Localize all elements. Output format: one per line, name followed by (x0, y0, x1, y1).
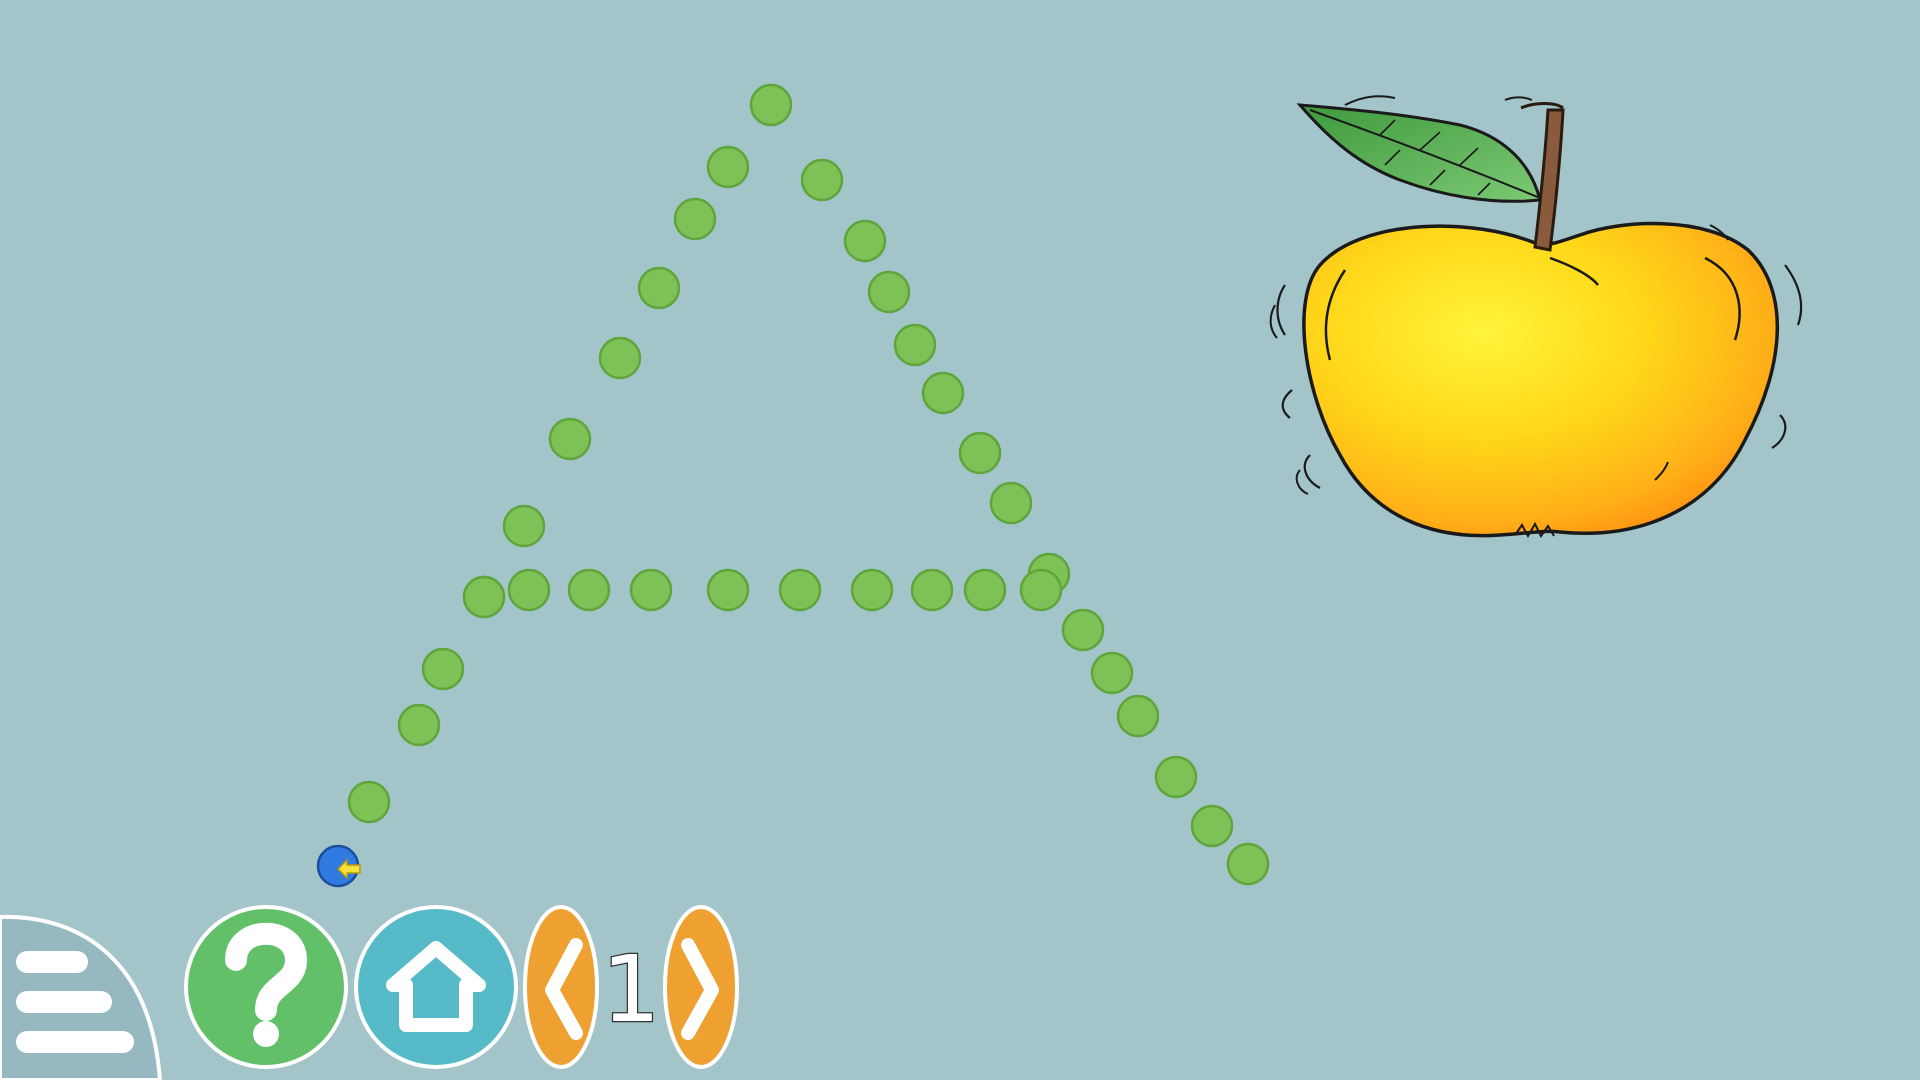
trace-dot[interactable] (502, 504, 546, 548)
trace-dot[interactable] (749, 83, 793, 127)
apple-icon (1269, 95, 1803, 539)
trace-dot[interactable] (629, 568, 673, 612)
trace-dot[interactable] (1116, 694, 1160, 738)
trace-dot[interactable] (867, 270, 911, 314)
trace-dot[interactable] (1226, 842, 1270, 886)
trace-dot[interactable] (778, 568, 822, 612)
trace-dot[interactable] (989, 481, 1033, 525)
trace-dot[interactable] (507, 568, 551, 612)
question-mark-icon (225, 922, 308, 1047)
next-button[interactable] (663, 905, 739, 1069)
trace-dot[interactable] (1154, 755, 1198, 799)
prev-button[interactable] (523, 905, 599, 1069)
help-button[interactable] (184, 905, 348, 1069)
trace-dot[interactable] (598, 336, 642, 380)
trace-dot[interactable] (1090, 651, 1134, 695)
trace-dot[interactable] (706, 145, 750, 189)
trace-dot[interactable] (1019, 568, 1063, 612)
trace-dot[interactable] (800, 158, 844, 202)
trace-dot[interactable] (921, 371, 965, 415)
hamburger-menu-icon (16, 951, 134, 1053)
trace-dot[interactable] (850, 568, 894, 612)
trace-dot[interactable] (958, 431, 1002, 475)
home-button[interactable] (354, 905, 518, 1069)
trace-dot[interactable] (462, 575, 506, 619)
menu-button[interactable] (0, 914, 163, 1080)
trace-dot[interactable] (421, 647, 465, 691)
trace-dot[interactable] (963, 568, 1007, 612)
trace-dot[interactable] (910, 568, 954, 612)
letter-a-trace-path[interactable] (347, 83, 1270, 886)
pointer-arrow-icon (336, 858, 361, 880)
trace-dot[interactable] (1190, 804, 1234, 848)
trace-dot[interactable] (893, 323, 937, 367)
start-dot[interactable] (316, 844, 361, 888)
trace-dot[interactable] (637, 266, 681, 310)
trace-dot[interactable] (1061, 608, 1105, 652)
trace-dot[interactable] (567, 568, 611, 612)
trace-dot[interactable] (397, 703, 441, 747)
trace-dot[interactable] (548, 417, 592, 461)
chevron-left-icon (545, 938, 583, 1040)
trace-dot[interactable] (706, 568, 750, 612)
trace-dot[interactable] (347, 780, 391, 824)
chevron-right-icon (681, 938, 719, 1040)
house-icon (386, 941, 486, 1032)
trace-dot[interactable] (843, 219, 887, 263)
trace-dot[interactable] (673, 197, 717, 241)
